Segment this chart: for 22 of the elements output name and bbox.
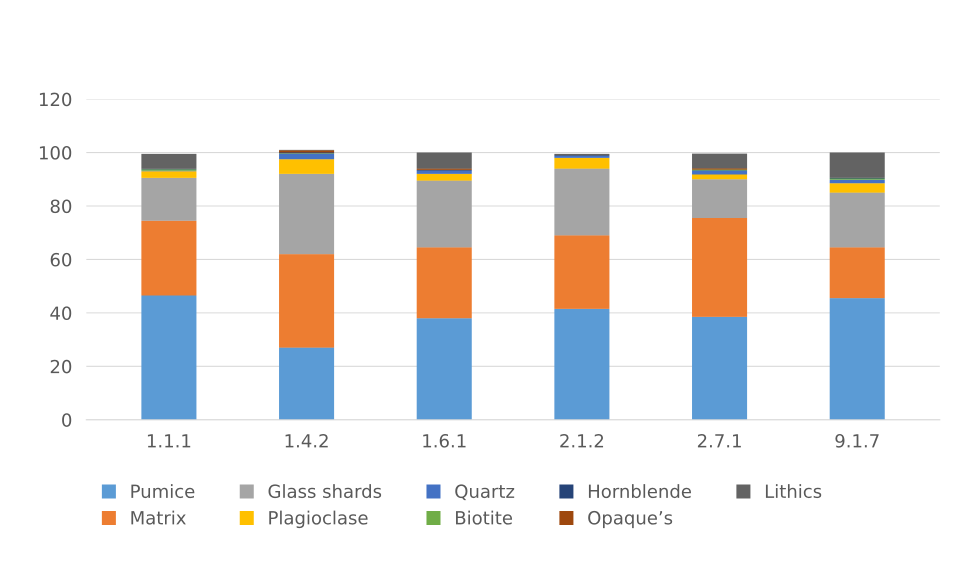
x-tick-label: 1.4.2	[286, 434, 328, 448]
legend-label: Hornblende	[588, 484, 691, 498]
y-tick-label: 60	[50, 252, 72, 267]
x-tick-label: 9.1.7	[835, 434, 879, 448]
legend-label: Lithics	[766, 484, 822, 498]
y-tick-label: 120	[40, 92, 72, 106]
legend-label: Pumice	[131, 484, 194, 498]
x-tick-label: 1.6.1	[423, 434, 466, 448]
legend-label: Quartz	[455, 484, 514, 500]
y-tick-label: 100	[40, 146, 72, 160]
legend-label: Matrix	[131, 510, 186, 525]
legend-label: Glass shards	[268, 484, 382, 498]
y-tick-label: 20	[50, 360, 72, 374]
legend-label: Biotite	[456, 510, 512, 525]
legend-label: Plagioclase	[269, 510, 368, 528]
x-tick-label: 1.1.1	[148, 434, 190, 448]
y-tick-label: 80	[50, 199, 72, 214]
y-tick-label: 40	[50, 306, 72, 320]
x-tick-label: 2.7.1	[698, 434, 741, 448]
legend-label: Opaque’s	[588, 510, 672, 528]
y-tick-label: 0	[62, 413, 72, 427]
x-tick-label: 2.1.2	[560, 434, 604, 448]
